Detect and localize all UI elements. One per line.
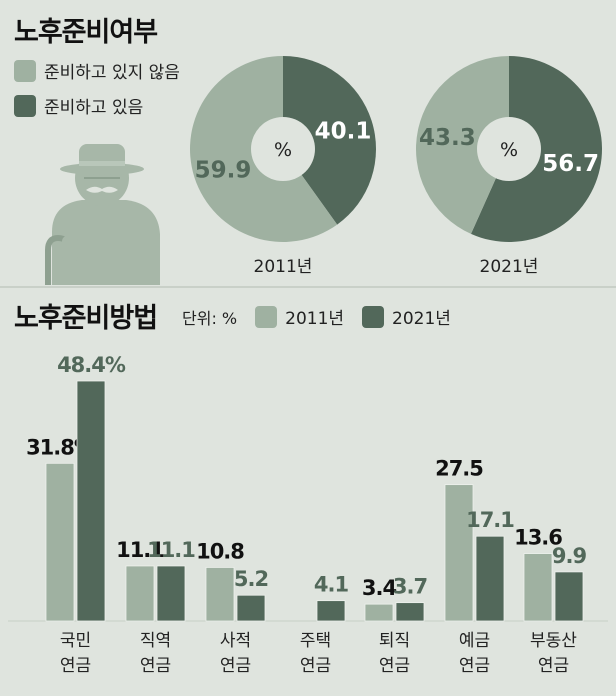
bar-2021년-2	[236, 594, 266, 622]
bar-2021년-0	[76, 380, 106, 622]
category-label-4-1: 연금	[379, 656, 410, 676]
bar-value-label-2011년-5: 27.5	[435, 457, 483, 481]
bar-2021년-1	[156, 565, 186, 622]
bar-value-label-2021년-5: 17.1	[466, 508, 514, 532]
category-label-0-0: 국민	[60, 631, 91, 651]
category-label-3-0: 주택	[300, 631, 331, 651]
pie-year-label-2021: 2021년	[479, 257, 539, 277]
category-label-1-1: 연금	[140, 656, 171, 676]
legend-label: 준비하고 있음	[44, 98, 144, 118]
bar-2011년-2	[205, 567, 235, 622]
legend-item-not-preparing: 준비하고 있지 않음	[14, 58, 180, 83]
pie-2011-value-label-not-preparing: 59.9	[195, 157, 252, 183]
bar-2011년-5	[444, 484, 474, 622]
category-label-2-1: 연금	[220, 656, 251, 676]
bar-value-label-2011년-6: 13.6	[514, 526, 562, 550]
category-label-6-0: 부동산	[530, 631, 577, 651]
bar-2021년-4	[395, 602, 425, 622]
pie-chart-2021: % 56.7 43.3	[416, 56, 603, 242]
category-label-6-1: 연금	[538, 656, 569, 676]
bar-value-label-2011년-4: 3.4	[362, 576, 397, 600]
section-title-methods: 노후준비방법	[14, 303, 158, 334]
legend-swatch-light	[14, 59, 36, 82]
category-label-1-0: 직역	[140, 631, 171, 651]
methods-legend: 단위: % 2011년 2021년	[182, 304, 451, 329]
legend-swatch-dark	[14, 94, 36, 117]
bar-2021년-5	[475, 535, 505, 622]
section-title-preparation: 노후준비여부	[14, 17, 158, 48]
legend-item-preparing: 준비하고 있음	[14, 93, 180, 118]
legend-swatch-light	[255, 305, 278, 328]
bar-value-label-2021년-6: 9.9	[552, 544, 587, 568]
elderly-person-icon	[45, 144, 160, 285]
pie-chart-2011: % 40.1 59.9	[190, 56, 376, 242]
legend-item-2021: 2021년	[362, 304, 451, 329]
category-label-5-0: 예금	[459, 631, 490, 651]
bar-2021년-6	[554, 571, 584, 622]
category-label-0-1: 연금	[60, 656, 91, 676]
bar-value-label-2011년-1: 11.1	[116, 538, 164, 562]
pie-2011-hole	[251, 117, 315, 181]
pie-2011-slice-preparing	[283, 56, 376, 225]
bar-2011년-1	[125, 565, 155, 622]
preparation-legend: 준비하고 있지 않음 준비하고 있음	[14, 58, 180, 118]
pie-year-label-2011: 2011년	[253, 257, 313, 277]
bar-value-label-2021년-3: 4.1	[314, 573, 349, 597]
category-label-3-1: 연금	[300, 656, 331, 676]
pie-2011-center-label: %	[274, 139, 292, 161]
bar-value-label-2021년-1: 11.1	[147, 538, 195, 562]
legend-swatch-dark	[362, 305, 385, 328]
bar-value-label-2011년-2: 10.8	[196, 539, 244, 563]
pie-2021-slice-not-preparing	[416, 56, 509, 234]
bar-2011년-0	[45, 462, 75, 622]
bar-value-label-2021년-0: 48.4%	[57, 353, 126, 377]
bar-value-label-2021년-4: 3.7	[393, 575, 427, 599]
legend-label: 준비하고 있지 않음	[44, 63, 180, 83]
legend-item-2011: 2011년	[255, 304, 344, 329]
pie-2011-value-label-preparing: 40.1	[315, 119, 372, 145]
legend-label: 2021년	[392, 309, 451, 329]
pie-2021-hole	[477, 117, 541, 181]
section-divider	[0, 286, 616, 288]
pie-2021-value-label-not-preparing: 43.3	[419, 125, 476, 151]
unit-label: 단위: %	[182, 308, 238, 328]
category-label-5-1: 연금	[459, 656, 490, 676]
category-label-4-0: 퇴직	[379, 631, 410, 651]
bar-2021년-3	[316, 600, 346, 622]
bar-2011년-4	[364, 603, 394, 622]
legend-label: 2011년	[285, 309, 345, 329]
pie-2021-center-label: %	[500, 139, 518, 161]
bar-2011년-6	[523, 553, 553, 622]
bar-value-label-2021년-2: 5.2	[234, 567, 268, 591]
category-label-2-0: 사적	[220, 631, 251, 651]
pie-2021-value-label-preparing: 56.7	[542, 151, 599, 177]
